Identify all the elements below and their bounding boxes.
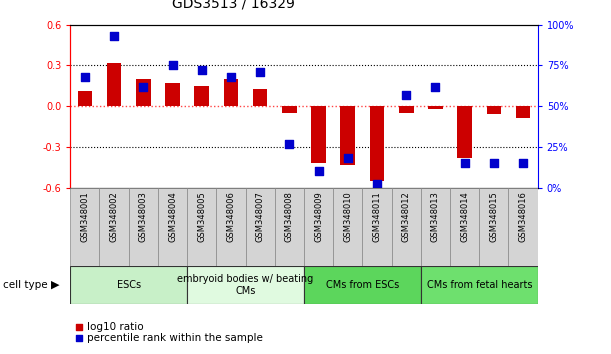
- Point: [139, 84, 148, 90]
- Bar: [516, 106, 530, 118]
- Bar: [107, 63, 122, 106]
- Text: CMs from fetal hearts: CMs from fetal hearts: [426, 280, 532, 290]
- Text: ESCs: ESCs: [117, 280, 141, 290]
- Text: GSM348008: GSM348008: [285, 192, 294, 242]
- Point: [489, 160, 499, 166]
- Point: [197, 68, 207, 73]
- Bar: [392, 188, 421, 266]
- Bar: [304, 266, 421, 304]
- Bar: [311, 106, 326, 163]
- Text: GSM348007: GSM348007: [255, 192, 265, 242]
- Bar: [304, 188, 333, 266]
- Text: GSM348016: GSM348016: [519, 192, 527, 242]
- Bar: [458, 106, 472, 158]
- Text: embryoid bodies w/ beating
CMs: embryoid bodies w/ beating CMs: [177, 274, 313, 296]
- Text: GSM348002: GSM348002: [109, 192, 119, 242]
- Bar: [253, 88, 268, 106]
- Point: [459, 160, 469, 166]
- Text: GSM348012: GSM348012: [401, 192, 411, 242]
- Bar: [508, 188, 538, 266]
- Point: [431, 84, 441, 90]
- Point: [313, 169, 323, 174]
- Bar: [428, 106, 443, 109]
- Text: GSM348004: GSM348004: [168, 192, 177, 242]
- Text: log10 ratio: log10 ratio: [87, 322, 144, 332]
- Bar: [70, 188, 100, 266]
- Text: GSM348006: GSM348006: [227, 192, 235, 242]
- Point: [401, 92, 411, 98]
- Text: ▶: ▶: [51, 280, 59, 290]
- Point: [518, 160, 528, 166]
- Bar: [216, 188, 246, 266]
- Bar: [187, 266, 304, 304]
- Bar: [246, 188, 275, 266]
- Point: [372, 182, 382, 187]
- Bar: [165, 83, 180, 106]
- Text: GSM348014: GSM348014: [460, 192, 469, 242]
- Text: percentile rank within the sample: percentile rank within the sample: [87, 333, 263, 343]
- Point: [285, 141, 295, 147]
- Bar: [370, 106, 384, 181]
- Text: GSM348003: GSM348003: [139, 192, 148, 242]
- Bar: [479, 188, 508, 266]
- Bar: [129, 188, 158, 266]
- Point: [226, 74, 236, 80]
- Bar: [421, 266, 538, 304]
- Bar: [194, 86, 209, 106]
- Bar: [224, 79, 238, 106]
- Point: [80, 74, 90, 80]
- Point: [109, 33, 119, 39]
- Bar: [486, 106, 501, 114]
- Bar: [70, 266, 187, 304]
- Text: CMs from ESCs: CMs from ESCs: [326, 280, 399, 290]
- Bar: [158, 188, 187, 266]
- Bar: [333, 188, 362, 266]
- Text: cell type: cell type: [3, 280, 51, 290]
- Bar: [136, 79, 150, 106]
- Bar: [421, 188, 450, 266]
- Text: GSM348015: GSM348015: [489, 192, 499, 242]
- Bar: [282, 106, 297, 113]
- Bar: [399, 106, 414, 113]
- Bar: [187, 188, 216, 266]
- Text: GSM348009: GSM348009: [314, 192, 323, 242]
- Bar: [78, 91, 92, 106]
- Bar: [362, 188, 392, 266]
- Point: [167, 63, 177, 68]
- Text: GSM348005: GSM348005: [197, 192, 207, 242]
- Bar: [100, 188, 129, 266]
- Bar: [450, 188, 479, 266]
- Bar: [340, 106, 355, 165]
- Text: GSM348011: GSM348011: [373, 192, 381, 242]
- Text: GSM348001: GSM348001: [81, 192, 89, 242]
- Bar: [275, 188, 304, 266]
- Point: [343, 155, 353, 161]
- Text: GSM348010: GSM348010: [343, 192, 353, 242]
- Point: [255, 69, 265, 75]
- Text: GDS3513 / 16329: GDS3513 / 16329: [172, 0, 295, 11]
- Text: GSM348013: GSM348013: [431, 192, 440, 242]
